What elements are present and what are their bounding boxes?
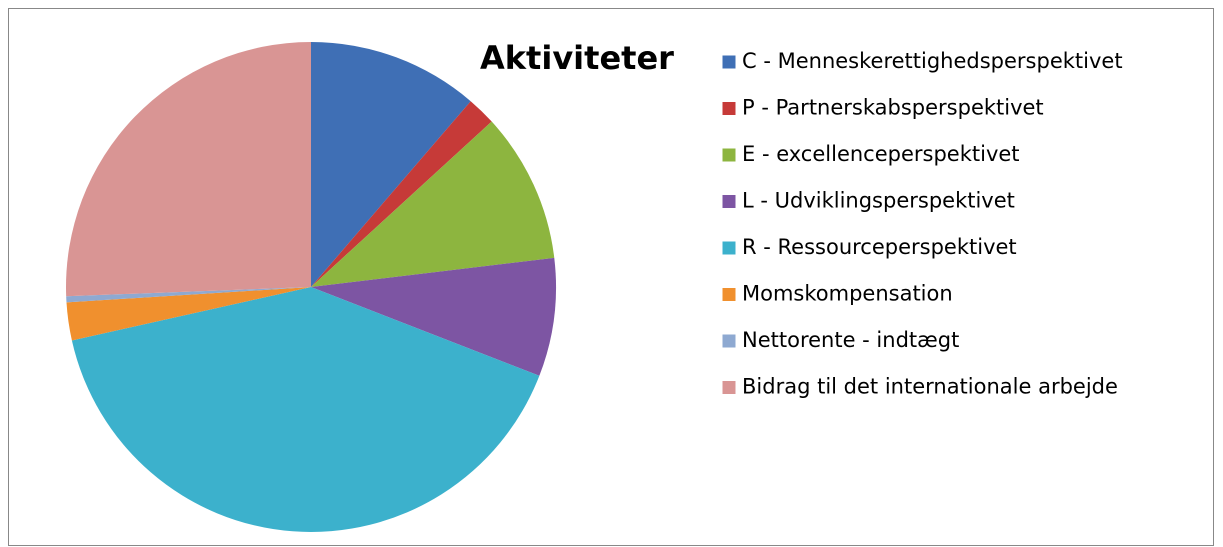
pie-slice bbox=[71, 287, 540, 532]
legend-label: R - Ressourceperspektivet bbox=[742, 235, 1017, 259]
legend-swatch bbox=[721, 101, 737, 116]
pie-slice bbox=[311, 257, 556, 376]
legend-swatch bbox=[721, 333, 737, 349]
pie-slice bbox=[66, 42, 311, 297]
pie-slice bbox=[311, 121, 555, 288]
chart-title: Aktiviteter bbox=[480, 39, 674, 77]
legend-swatch bbox=[721, 194, 737, 209]
legend-label: Nettorente - indtægt bbox=[742, 328, 959, 352]
legend-label: C - Menneskerettighedsperspektivet bbox=[742, 49, 1123, 73]
legend-label: E - excellenceperspektivet bbox=[742, 142, 1020, 166]
legend-swatch bbox=[721, 240, 737, 256]
legend-swatch bbox=[721, 380, 737, 395]
pie-slice bbox=[311, 42, 471, 287]
legend-label: Bidrag til det internationale arbejde bbox=[742, 375, 1118, 399]
legend-swatch bbox=[721, 54, 737, 70]
pie-slice bbox=[66, 287, 312, 303]
legend-swatch bbox=[721, 287, 737, 302]
legend-swatch bbox=[721, 147, 737, 163]
pie-slice bbox=[66, 287, 311, 341]
legend-label: P - Partnerskabsperspektivet bbox=[742, 96, 1044, 120]
pie-slice bbox=[311, 101, 492, 288]
legend-label: Momskompensation bbox=[742, 282, 953, 306]
legend-label: L - Udviklingsperspektivet bbox=[742, 189, 1015, 213]
